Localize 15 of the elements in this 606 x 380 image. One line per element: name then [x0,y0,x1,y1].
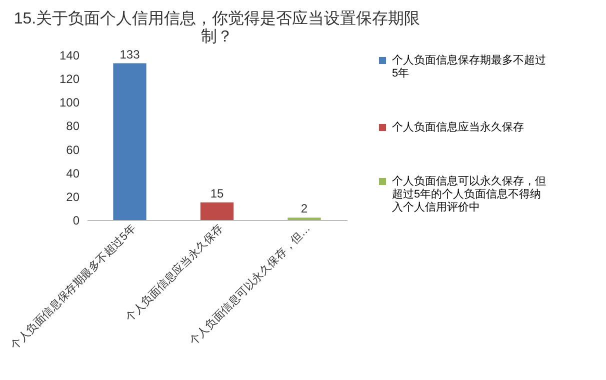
legend-label: 个人负面信息应当永久保存 [392,120,524,134]
y-tick-label: 120 [59,72,80,86]
y-tick-label: 40 [66,166,80,180]
data-label: 133 [120,47,140,62]
data-label: 15 [210,186,224,200]
y-tick-label: 140 [59,48,80,62]
y-tick-label: 60 [66,142,80,157]
data-label: 2 [300,202,308,216]
chart-title: 15.关于负面个人信用信息，你觉得是否应当设置保存期限制？ [14,9,420,46]
y-tick-label: 20 [66,190,80,204]
legend-label: 个人负面信息保存期最多不超过5年 [392,54,546,80]
y-tick-label: 100 [59,96,80,110]
legend-label: 个人负面信息可以永久保存，但超过5年的个人负面信息不得纳入个人信用评价中 [392,174,546,214]
y-tick-label: 0 [72,214,80,228]
y-tick-label: 80 [66,119,80,134]
